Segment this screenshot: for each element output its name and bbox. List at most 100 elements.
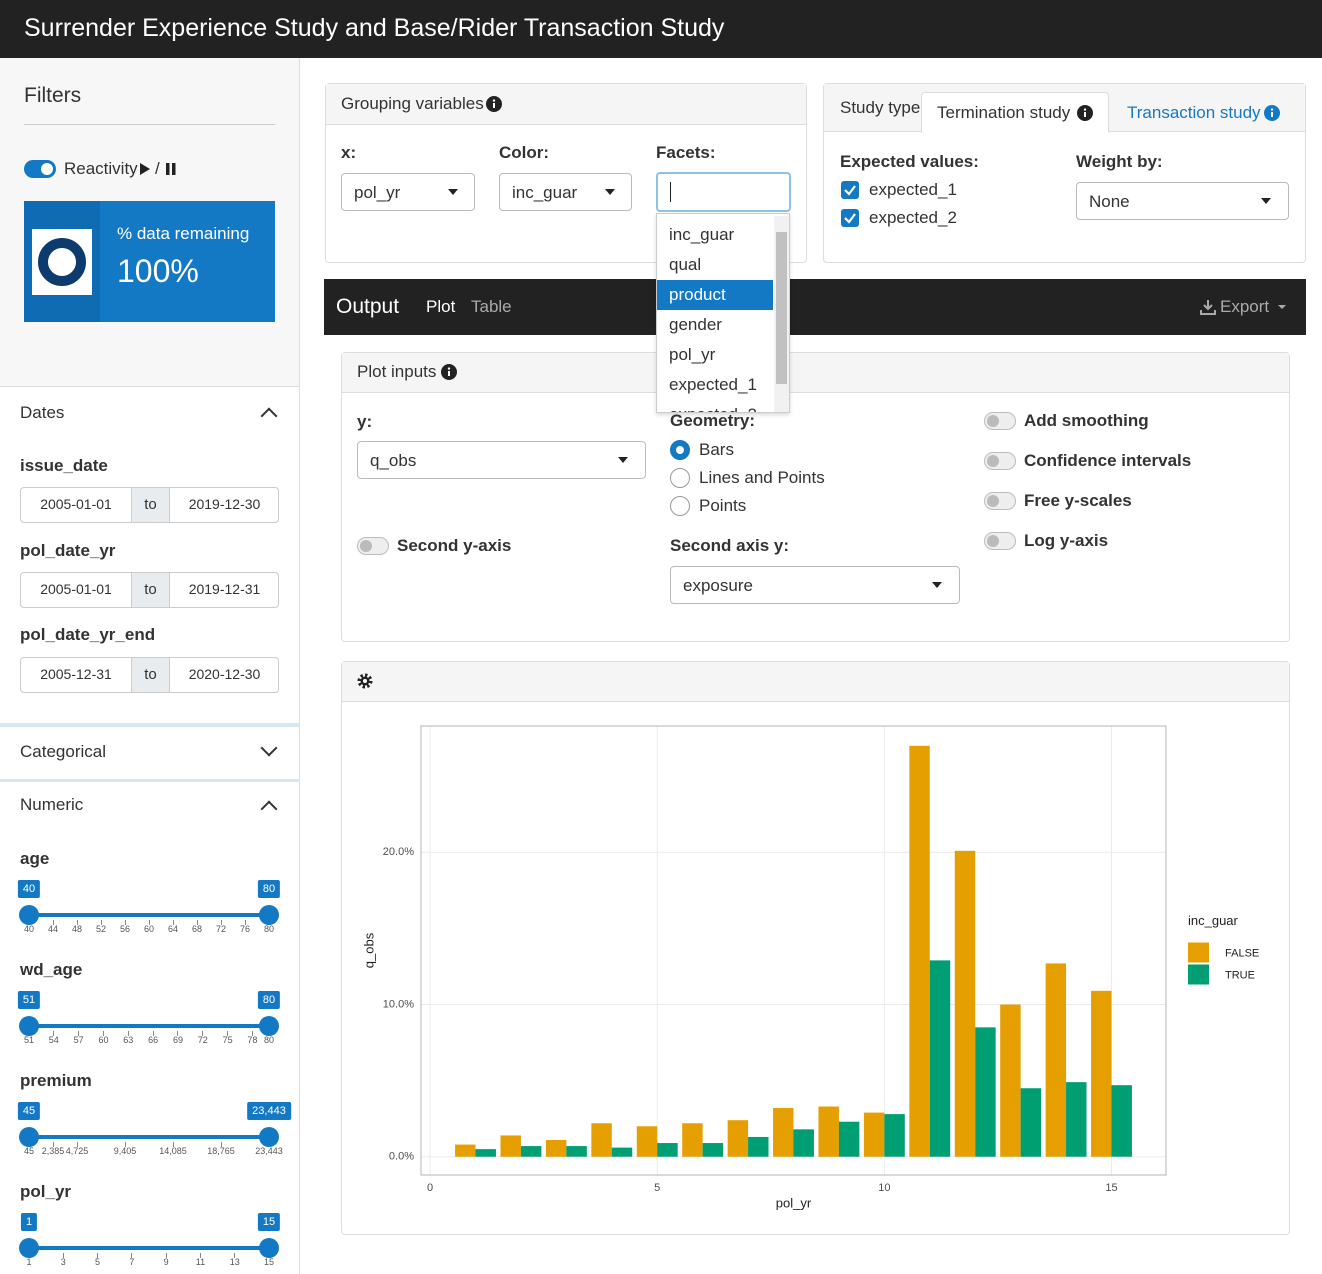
switch-knob <box>360 540 372 552</box>
slider-tick <box>100 920 102 925</box>
reactivity-label: Reactivity <box>64 159 138 178</box>
card-header <box>342 353 1289 393</box>
slider-tick-label: 68 <box>191 924 202 934</box>
checkbox[interactable] <box>841 181 859 199</box>
slider-handle[interactable] <box>259 905 279 925</box>
dropdown-option[interactable]: product <box>657 280 773 310</box>
date-input[interactable]: 2005-01-01 <box>40 581 112 597</box>
slider-tick-label: 60 <box>143 924 154 934</box>
bar <box>793 1129 814 1157</box>
caret <box>1261 198 1271 204</box>
info-icon[interactable] <box>441 364 457 380</box>
dropdown-option[interactable]: pol_yr <box>669 345 716 364</box>
output-title: Output <box>336 295 400 318</box>
info-icon[interactable] <box>1077 105 1093 121</box>
slider-handle[interactable] <box>259 1238 279 1258</box>
slider-tick-label: 44 <box>47 924 58 934</box>
date-range: 2005-01-01 to 2019-12-30 <box>20 487 279 523</box>
nav-tab[interactable]: Table <box>471 297 512 316</box>
card-header <box>342 662 1289 702</box>
radio[interactable] <box>670 468 690 488</box>
tab[interactable]: Termination study <box>937 103 1071 122</box>
checkbox[interactable] <box>841 209 859 227</box>
second-axis-select[interactable]: exposure <box>670 566 960 604</box>
tab[interactable]: Transaction study <box>1127 103 1261 122</box>
slider-handle[interactable] <box>19 1016 39 1036</box>
slider-tick <box>76 1142 78 1147</box>
field-label: Geometry: <box>670 411 756 430</box>
bar <box>1066 1082 1087 1157</box>
slider-tick-label: 4,725 <box>65 1146 89 1156</box>
pause-icon[interactable] <box>165 162 177 176</box>
slider-tick <box>53 1031 55 1036</box>
date-range: 2005-01-01 to 2019-12-31 <box>20 572 279 608</box>
bar <box>611 1147 633 1157</box>
export-menu[interactable]: Export <box>1220 297 1270 316</box>
facets-input[interactable] <box>656 172 791 212</box>
x-tick-label: 15 <box>1105 1182 1117 1194</box>
slider-tick-label: 9 <box>163 1257 169 1267</box>
dropdown-option[interactable]: qual <box>669 255 702 274</box>
date-input[interactable]: 2005-12-31 <box>40 666 112 682</box>
info-icon[interactable] <box>486 96 502 112</box>
slider-tick-label: 63 <box>123 1035 134 1045</box>
checkbox-label: expected_2 <box>869 208 957 227</box>
toggle-label: Confidence intervals <box>1024 451 1192 470</box>
download-icon[interactable] <box>1200 299 1216 315</box>
slider-tick <box>76 920 78 925</box>
slider-handle[interactable] <box>19 1238 39 1258</box>
slider-handle[interactable] <box>259 1127 279 1147</box>
play-icon[interactable] <box>139 162 151 176</box>
radio[interactable] <box>670 440 690 460</box>
slider-tick-label: 5 <box>95 1257 101 1267</box>
date-input[interactable]: 2020-12-30 <box>188 666 261 682</box>
legend-label: FALSE <box>1225 947 1259 959</box>
panel-border <box>420 725 1167 1176</box>
y-tick-label: 0.0% <box>389 1151 414 1163</box>
reactivity-switch[interactable] <box>24 160 56 178</box>
bar <box>863 1112 885 1157</box>
bar <box>975 1027 996 1157</box>
color-select[interactable]: inc_guar <box>499 173 632 211</box>
slider-handle[interactable] <box>19 905 39 925</box>
slider-value-badge: 80 <box>257 880 281 898</box>
bar <box>545 1139 567 1157</box>
section-divider <box>0 723 299 727</box>
x-select[interactable]: pol_yr <box>341 173 475 211</box>
toggle-switch[interactable] <box>984 412 1016 430</box>
toggle-switch[interactable] <box>984 492 1016 510</box>
toggle-switch[interactable] <box>357 537 389 555</box>
legend-key <box>1188 942 1209 963</box>
date-input[interactable]: 2005-01-01 <box>40 496 112 512</box>
bar <box>682 1123 703 1157</box>
range-separator: to <box>131 658 170 692</box>
radio-label: Points <box>699 496 747 515</box>
y-select[interactable]: q_obs <box>357 441 646 479</box>
dropdown-option[interactable]: expected_1 <box>669 375 757 394</box>
date-input[interactable]: 2019-12-31 <box>188 581 261 597</box>
dropdown-option[interactable]: expected_2 <box>657 400 773 412</box>
section-title: Categorical <box>20 742 106 761</box>
date-input[interactable]: 2019-12-30 <box>188 496 261 512</box>
dropdown-option[interactable]: gender <box>669 315 722 334</box>
slider-handle[interactable] <box>259 1016 279 1036</box>
slider-tick <box>131 1253 133 1258</box>
field-label: Second axis y: <box>670 536 790 555</box>
info-icon[interactable] <box>1264 105 1280 121</box>
settings-icon[interactable] <box>357 673 373 689</box>
radio[interactable] <box>670 496 690 516</box>
slider-handle[interactable] <box>19 1127 39 1147</box>
slider-tick-label: 2,385 <box>41 1146 65 1156</box>
toggle-switch[interactable] <box>984 532 1016 550</box>
field-label: Weight by: <box>1076 152 1163 171</box>
nav-tab[interactable]: Plot <box>426 297 456 316</box>
scroll-thumb[interactable] <box>776 232 787 384</box>
weight-select[interactable]: None <box>1076 182 1289 220</box>
dropdown-option[interactable]: inc_guar <box>669 225 735 244</box>
slider-tick-label: 9,405 <box>113 1146 137 1156</box>
slider-tick <box>124 1142 126 1147</box>
bar <box>1020 1088 1042 1157</box>
toggle-switch[interactable] <box>984 452 1016 470</box>
slider-tick-label: 80 <box>263 924 274 934</box>
